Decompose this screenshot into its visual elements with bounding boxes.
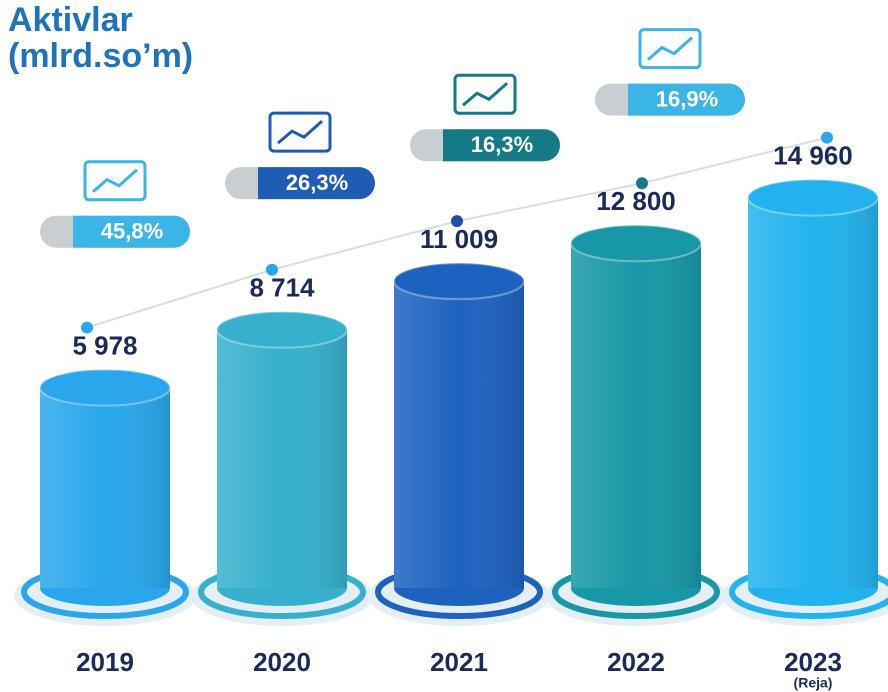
bar-top <box>393 262 525 301</box>
value-label: 8 714 <box>249 273 315 303</box>
trend-dot <box>266 263 278 276</box>
growth-badge <box>73 215 190 248</box>
growth-badge <box>258 167 375 200</box>
trend-dot <box>451 215 463 228</box>
icon <box>268 111 332 153</box>
bar-shade <box>217 329 347 588</box>
growth-label: 16,9% <box>656 86 718 111</box>
trend-dot <box>81 321 93 334</box>
icon <box>83 160 147 202</box>
bar-top <box>747 178 879 217</box>
bar-top <box>39 368 171 407</box>
bar-shade <box>571 243 701 588</box>
growth-label: 16,3% <box>471 132 533 157</box>
growth-badge <box>628 83 745 116</box>
growth-badge-cut <box>628 83 644 116</box>
growth-badge-cut <box>443 129 459 162</box>
value-label: 14 960 <box>773 140 853 170</box>
bar-shade <box>748 197 878 588</box>
x-tick-label: 2019 <box>76 647 134 677</box>
chart-title: Aktivlar <box>8 1 133 39</box>
icon <box>462 82 508 107</box>
trend-dot <box>821 131 833 144</box>
trend-dot <box>636 177 648 190</box>
x-tick-label: 2022 <box>607 647 665 677</box>
x-tick-label: 2020 <box>253 647 311 677</box>
trend-layer <box>81 131 833 334</box>
value-label: 11 009 <box>420 224 498 254</box>
growth-label: 26,3% <box>286 170 348 195</box>
icon <box>453 73 517 115</box>
icon <box>92 168 138 193</box>
x-tick-label: 2021 <box>430 647 488 677</box>
chart-subtitle: (mlrd.so’m) <box>8 37 193 75</box>
icon <box>647 36 693 61</box>
icon <box>638 28 702 70</box>
growth-label: 45,8% <box>101 219 163 244</box>
icon <box>277 120 323 145</box>
bar-top <box>570 224 702 263</box>
value-label: 12 800 <box>596 186 676 216</box>
category-note: (Reja) <box>794 675 833 691</box>
growth-badge-cut <box>73 215 89 248</box>
bar-shade <box>394 281 524 588</box>
bar-shade <box>40 387 170 588</box>
bar-top <box>216 310 348 349</box>
x-tick-label: 2023 <box>784 647 842 677</box>
growth-badge-cut <box>258 167 274 200</box>
growth-badge <box>443 129 560 162</box>
value-label: 5 978 <box>72 330 137 360</box>
